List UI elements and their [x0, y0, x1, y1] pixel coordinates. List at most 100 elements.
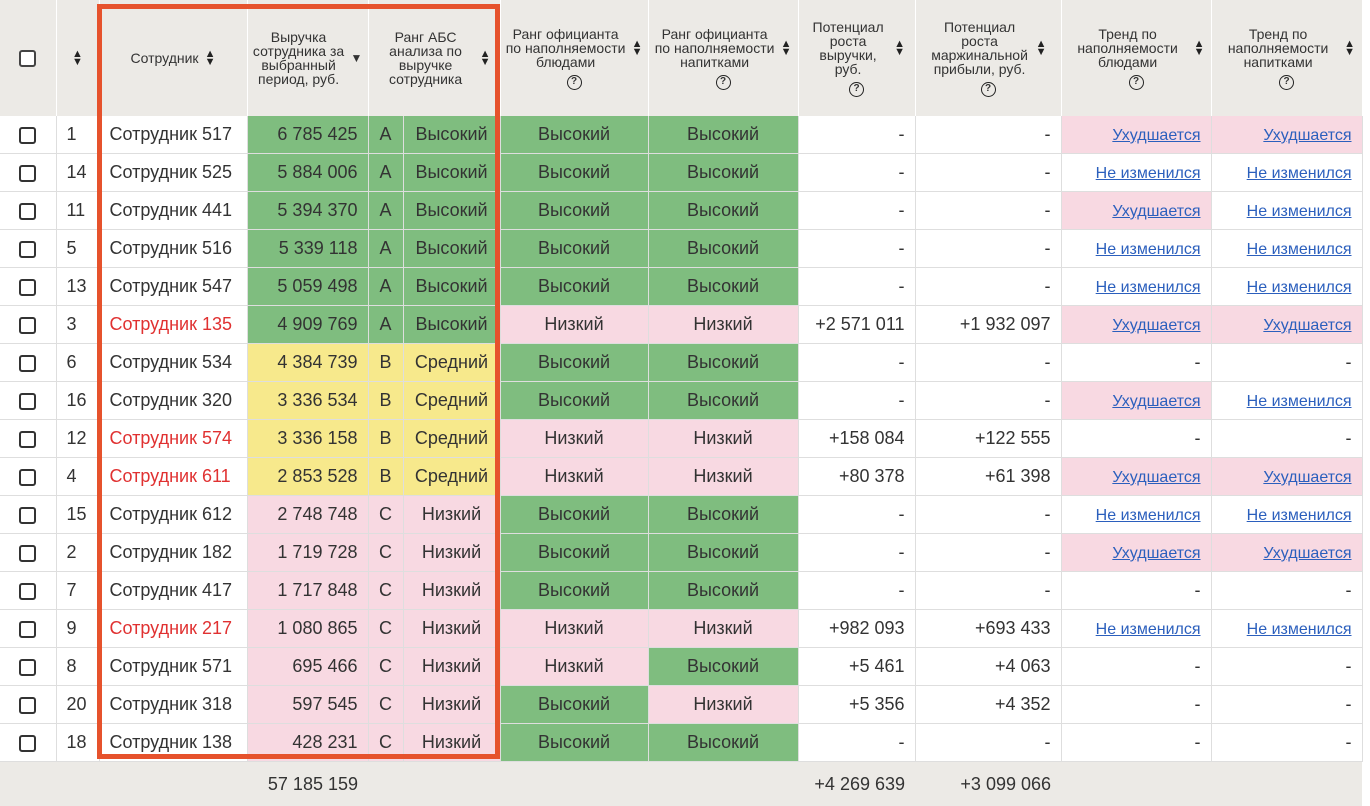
- trend-dishes[interactable]: Ухудшается: [1061, 457, 1212, 496]
- table-row[interactable]: 16 Сотрудник 320 3 336 534 B Средний Высокий В…: [0, 381, 1363, 420]
- sort-icon[interactable]: ▲ ▼: [1193, 37, 1205, 58]
- trend-link[interactable]: Ухудшается: [1263, 545, 1352, 562]
- table-row[interactable]: 14 Сотрудник 525 5 884 006 A Высокий Высокий В…: [0, 153, 1363, 192]
- trend-dishes[interactable]: Не изменился: [1061, 153, 1212, 192]
- sort-icon[interactable]: ▲ ▼: [780, 37, 792, 58]
- trend-dishes[interactable]: Ухудшается: [1061, 305, 1212, 344]
- table-row[interactable]: 15 Сотрудник 612 2 748 748 C Низкий Высокий Вы…: [0, 495, 1363, 534]
- trend-dishes[interactable]: Ухудшается: [1061, 191, 1212, 230]
- trend-drinks[interactable]: Ухудшается: [1211, 305, 1363, 344]
- trend-drinks[interactable]: Ухудшается: [1211, 533, 1363, 572]
- trend-drinks[interactable]: Не изменился: [1211, 191, 1363, 230]
- row-checkbox[interactable]: [19, 544, 37, 562]
- rank-drinks-header[interactable]: Ранг официанта по наполняемости напиткам…: [648, 0, 799, 116]
- trend-drinks[interactable]: Не изменился: [1211, 153, 1363, 192]
- table-row[interactable]: 8 Сотрудник 571 695 466 C Низкий Низкий Высоки…: [0, 647, 1363, 686]
- trend-link[interactable]: Ухудшается: [1112, 127, 1201, 144]
- trend-link[interactable]: Не изменился: [1246, 507, 1352, 524]
- trend-drinks[interactable]: Не изменился: [1211, 229, 1363, 268]
- trend-dishes[interactable]: Не изменился: [1061, 495, 1212, 534]
- trend-link[interactable]: Не изменился: [1095, 279, 1201, 296]
- table-row[interactable]: 2 Сотрудник 182 1 719 728 C Низкий Высокий Выс…: [0, 533, 1363, 572]
- trend-dishes[interactable]: Не изменился: [1061, 229, 1212, 268]
- trend-dishes[interactable]: Ухудшается: [1061, 381, 1212, 420]
- potential-margin-header[interactable]: Потенциал роста маржинальной прибыли, ру…: [915, 0, 1062, 116]
- trend-drinks[interactable]: Ухудшается: [1211, 116, 1363, 154]
- sort-icon[interactable]: ▲ ▼: [1344, 37, 1355, 58]
- trend-drinks[interactable]: Не изменился: [1211, 495, 1363, 534]
- table-row[interactable]: 3 Сотрудник 135 4 909 769 A Высокий Низкий Низ…: [0, 305, 1363, 344]
- trend-link[interactable]: Ухудшается: [1112, 393, 1201, 410]
- trend-link[interactable]: Не изменился: [1095, 507, 1201, 524]
- row-checkbox[interactable]: [19, 316, 37, 334]
- row-checkbox[interactable]: [19, 126, 37, 144]
- trend-link[interactable]: Ухудшается: [1112, 469, 1201, 486]
- row-checkbox[interactable]: [19, 620, 37, 638]
- row-checkbox[interactable]: [19, 430, 37, 448]
- help-icon[interactable]: ?: [715, 74, 731, 90]
- rank-dishes-header[interactable]: Ранг официанта по наполняемости блюдами ▲…: [500, 0, 649, 116]
- table-row[interactable]: 4 Сотрудник 611 2 853 528 B Средний Низкий Низ…: [0, 457, 1363, 496]
- table-row[interactable]: 1 Сотрудник 517 6 785 425 A Высокий Высокий Вы…: [0, 116, 1363, 154]
- sort-icon[interactable]: ▲ ▼: [204, 48, 216, 68]
- trend-link[interactable]: Не изменился: [1246, 621, 1352, 638]
- trend-dishes[interactable]: Не изменился: [1061, 609, 1212, 648]
- table-row[interactable]: 11 Сотрудник 441 5 394 370 A Высокий Высокий В…: [0, 191, 1363, 230]
- sort-icon[interactable]: ▲ ▼: [631, 37, 643, 58]
- trend-link[interactable]: Ухудшается: [1263, 317, 1352, 334]
- trend-link[interactable]: Не изменился: [1246, 279, 1352, 296]
- potential-revenue-header[interactable]: Потенциал роста выручки, руб. ▲ ▼?: [798, 0, 916, 116]
- help-icon[interactable]: ?: [849, 81, 865, 97]
- table-row[interactable]: 18 Сотрудник 138 428 231 C Низкий Высокий Высо…: [0, 723, 1363, 762]
- trend-link[interactable]: Ухудшается: [1112, 317, 1201, 334]
- row-checkbox[interactable]: [19, 202, 37, 220]
- trend-link[interactable]: Не изменился: [1246, 241, 1352, 258]
- trend-drinks[interactable]: Не изменился: [1211, 381, 1363, 420]
- abc-rank-header[interactable]: Ранг АБС анализа по выручке сотрудника ▲ ▼: [368, 0, 501, 116]
- trend-link[interactable]: Не изменился: [1095, 165, 1201, 182]
- sort-icon[interactable]: ▲ ▼: [479, 48, 491, 68]
- help-icon[interactable]: ?: [1279, 74, 1295, 90]
- row-checkbox[interactable]: [19, 240, 37, 258]
- trend-link[interactable]: Не изменился: [1246, 165, 1352, 182]
- sort-icon[interactable]: ▲ ▼: [1035, 37, 1047, 58]
- employee-header[interactable]: Сотрудник ▲ ▼: [99, 0, 248, 116]
- row-checkbox[interactable]: [19, 354, 37, 372]
- select-all-checkbox[interactable]: [19, 49, 37, 67]
- trend-link[interactable]: Не изменился: [1246, 393, 1352, 410]
- trend-link[interactable]: Ухудшается: [1263, 469, 1352, 486]
- table-row[interactable]: 20 Сотрудник 318 597 545 C Низкий Высокий Низк…: [0, 685, 1363, 724]
- row-checkbox[interactable]: [19, 278, 37, 296]
- trend-link[interactable]: Не изменился: [1095, 621, 1201, 638]
- trend-drinks-header[interactable]: Тренд по наполняемости напитками ▲ ▼?: [1211, 0, 1363, 116]
- row-checkbox[interactable]: [19, 734, 37, 752]
- sort-desc-icon[interactable]: ▼: [350, 51, 363, 65]
- row-checkbox[interactable]: [19, 392, 37, 410]
- sort-icon[interactable]: ▲ ▼: [894, 37, 905, 58]
- trend-drinks[interactable]: Не изменился: [1211, 609, 1363, 648]
- trend-dishes-header[interactable]: Тренд по наполняемости блюдами ▲ ▼?: [1061, 0, 1212, 116]
- row-checkbox[interactable]: [19, 696, 37, 714]
- sort-icon[interactable]: ▲ ▼: [72, 47, 83, 68]
- help-icon[interactable]: ?: [1128, 74, 1144, 90]
- row-checkbox[interactable]: [19, 164, 37, 182]
- table-row[interactable]: 9 Сотрудник 217 1 080 865 C Низкий Низкий Низк…: [0, 609, 1363, 648]
- help-icon[interactable]: ?: [980, 81, 996, 97]
- trend-drinks[interactable]: Не изменился: [1211, 267, 1363, 306]
- trend-dishes[interactable]: Ухудшается: [1061, 533, 1212, 572]
- trend-link[interactable]: Ухудшается: [1263, 127, 1352, 144]
- row-checkbox[interactable]: [19, 468, 37, 486]
- table-row[interactable]: 6 Сотрудник 534 4 384 739 B Средний Высокий Вы…: [0, 343, 1363, 382]
- help-icon[interactable]: ?: [566, 74, 582, 90]
- trend-dishes[interactable]: Не изменился: [1061, 267, 1212, 306]
- row-checkbox[interactable]: [19, 658, 37, 676]
- table-row[interactable]: 7 Сотрудник 417 1 717 848 C Низкий Высокий Выс…: [0, 571, 1363, 610]
- table-row[interactable]: 12 Сотрудник 574 3 336 158 B Средний Низкий Ни…: [0, 419, 1363, 458]
- table-row[interactable]: 5 Сотрудник 516 5 339 118 A Высокий Высокий Вы…: [0, 229, 1363, 268]
- trend-link[interactable]: Ухудшается: [1112, 203, 1201, 220]
- table-row[interactable]: 13 Сотрудник 547 5 059 498 A Высокий Высокий В…: [0, 267, 1363, 306]
- row-checkbox[interactable]: [19, 582, 37, 600]
- trend-link[interactable]: Ухудшается: [1112, 545, 1201, 562]
- trend-link[interactable]: Не изменился: [1246, 203, 1352, 220]
- trend-link[interactable]: Не изменился: [1095, 241, 1201, 258]
